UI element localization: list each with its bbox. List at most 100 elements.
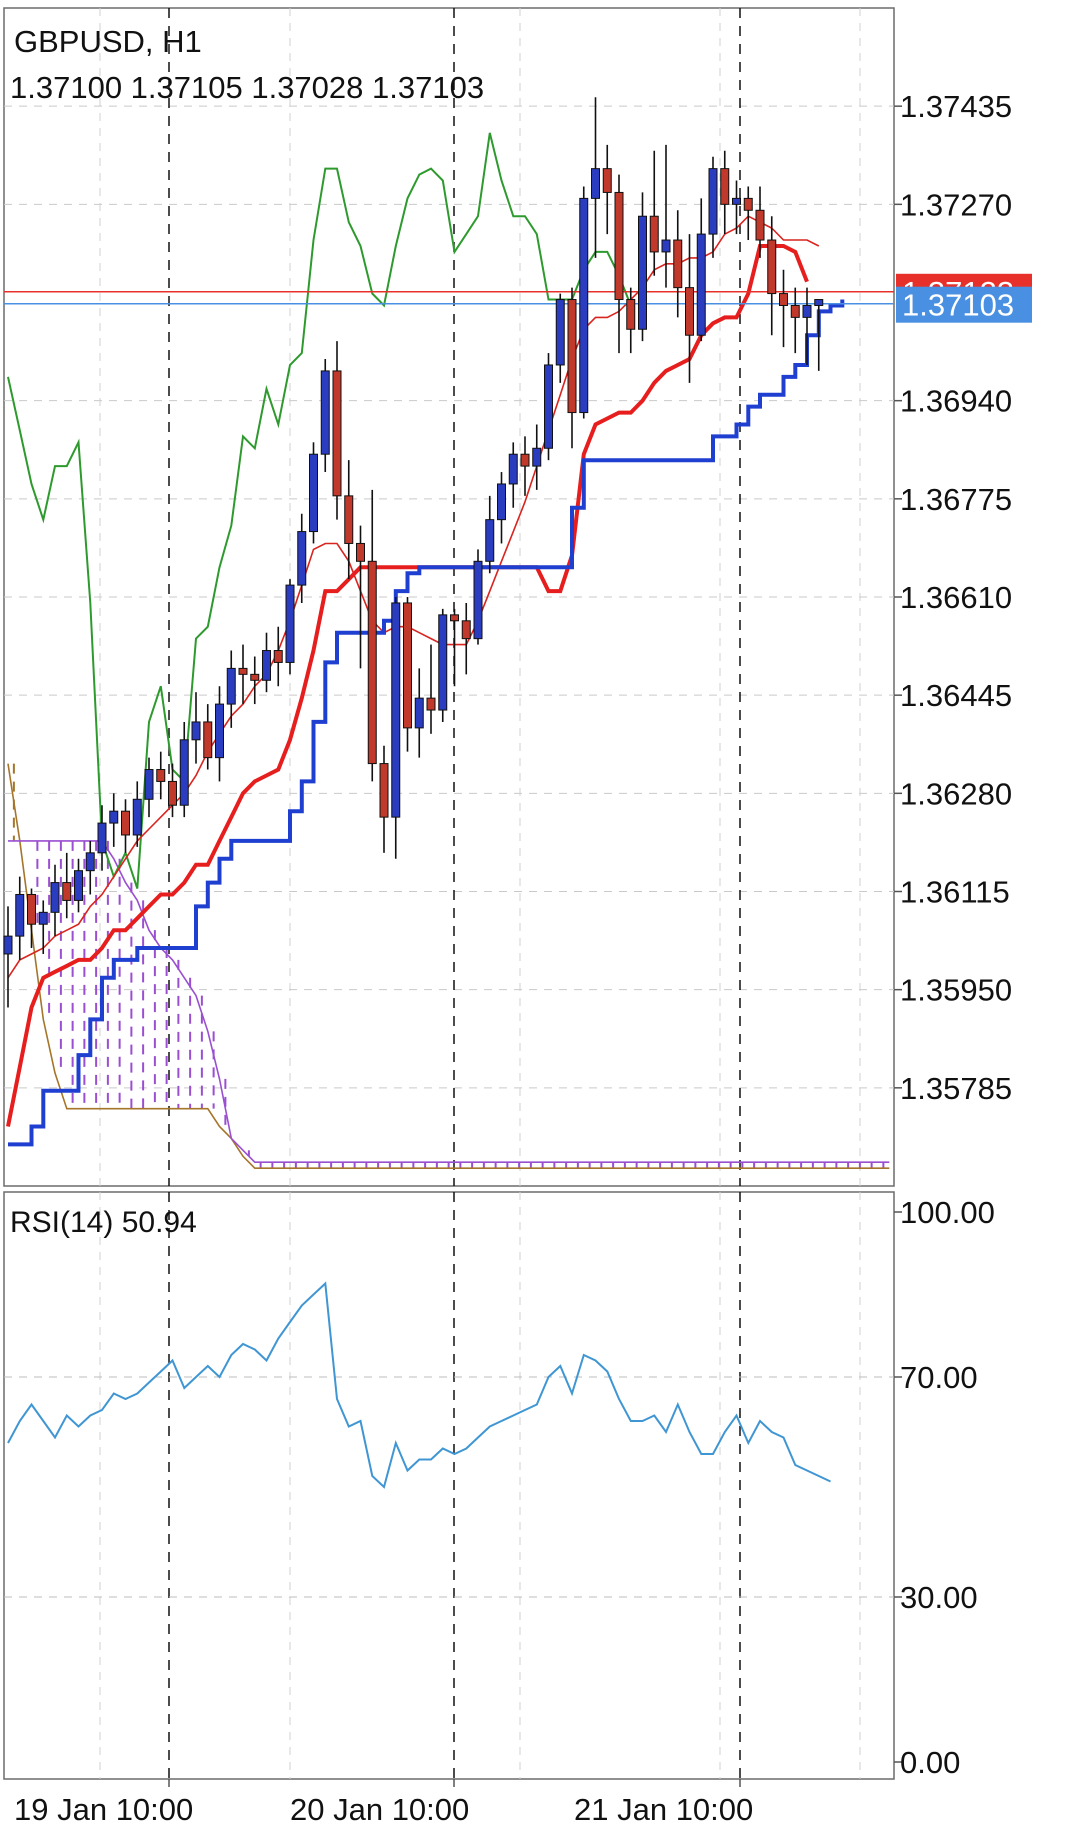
candle-body — [438, 614, 448, 711]
candle[interactable] — [356, 525, 365, 669]
candle[interactable] — [74, 858, 83, 913]
candle[interactable] — [579, 186, 589, 419]
candle[interactable] — [414, 668, 424, 758]
candle[interactable] — [191, 692, 201, 764]
candle[interactable] — [367, 489, 377, 782]
candle-body — [732, 197, 741, 205]
candle-body — [309, 453, 318, 533]
candle[interactable] — [121, 799, 130, 853]
candle[interactable] — [790, 287, 800, 354]
candle[interactable] — [555, 293, 565, 383]
candle[interactable] — [544, 353, 553, 461]
candle[interactable] — [215, 686, 224, 782]
candle[interactable] — [438, 608, 448, 722]
candle[interactable] — [309, 442, 318, 544]
candle[interactable] — [226, 650, 236, 728]
candle[interactable] — [344, 460, 354, 580]
candle[interactable] — [132, 781, 142, 847]
candle[interactable] — [638, 192, 647, 342]
candle[interactable] — [602, 144, 612, 235]
candle-body — [367, 560, 377, 765]
candle[interactable] — [285, 579, 295, 675]
price-tick-label: 1.37270 — [900, 187, 1012, 222]
candle[interactable] — [626, 287, 636, 354]
candle[interactable] — [15, 876, 25, 960]
kijun-sen-line — [8, 299, 845, 1147]
candle[interactable] — [85, 840, 95, 895]
candle-body — [685, 287, 694, 336]
last-price-label-box — [896, 286, 1032, 323]
candle[interactable] — [50, 864, 60, 937]
candle[interactable] — [461, 602, 471, 675]
candle[interactable] — [391, 597, 401, 859]
candle-body — [191, 721, 201, 741]
candle-body — [461, 620, 471, 640]
candle-body — [508, 453, 518, 485]
candle[interactable] — [426, 644, 436, 734]
candle[interactable] — [27, 888, 36, 949]
candle[interactable] — [403, 597, 412, 752]
candle[interactable] — [614, 174, 624, 354]
rsi-title: RSI(14) 50.94 — [10, 1206, 197, 1239]
candle[interactable] — [38, 900, 48, 954]
candle-body — [497, 483, 506, 521]
candle[interactable] — [591, 97, 600, 258]
candle[interactable] — [450, 608, 459, 687]
candle-body — [168, 780, 177, 806]
candle[interactable] — [567, 287, 577, 449]
rsi-tick-label: 30.00 — [900, 1580, 978, 1615]
candle[interactable] — [379, 745, 389, 853]
candle[interactable] — [262, 632, 271, 693]
candle[interactable] — [203, 704, 213, 770]
candle[interactable] — [473, 549, 483, 645]
candle[interactable] — [485, 495, 495, 574]
candle[interactable] — [3, 906, 13, 1008]
grid — [4, 8, 894, 1779]
candle[interactable] — [696, 198, 706, 342]
candle-body — [3, 935, 13, 955]
candle[interactable] — [97, 805, 107, 871]
candle[interactable] — [532, 424, 542, 490]
senkou-span-a-line — [7, 763, 890, 1169]
candle[interactable] — [144, 757, 154, 818]
candle[interactable] — [508, 442, 518, 508]
candle[interactable] — [720, 150, 730, 235]
rsi-tick-label: 0.00 — [900, 1745, 960, 1780]
candle[interactable] — [661, 144, 671, 288]
candle[interactable] — [755, 186, 765, 258]
candle[interactable] — [179, 721, 189, 818]
candle[interactable] — [250, 656, 260, 705]
candle[interactable] — [156, 751, 166, 800]
candle[interactable] — [649, 150, 659, 276]
candle[interactable] — [238, 644, 248, 705]
candle[interactable] — [273, 626, 283, 687]
candle-body — [97, 822, 107, 854]
candle[interactable] — [802, 287, 812, 365]
candle[interactable] — [779, 269, 788, 348]
candle[interactable] — [109, 793, 119, 847]
candle[interactable] — [168, 763, 177, 818]
ichimoku-cloud — [7, 763, 890, 1169]
candle[interactable] — [497, 472, 506, 544]
candle-body — [579, 197, 589, 414]
candle[interactable] — [332, 341, 342, 520]
candle[interactable] — [732, 180, 741, 235]
candle-body — [15, 893, 25, 937]
candle[interactable] — [520, 436, 530, 496]
candle[interactable] — [62, 852, 72, 919]
candle[interactable] — [320, 359, 330, 473]
candle[interactable] — [297, 513, 307, 603]
candle[interactable] — [767, 216, 777, 336]
candle[interactable] — [673, 210, 683, 318]
candle[interactable] — [743, 186, 753, 241]
candlesticks[interactable] — [3, 97, 824, 1008]
candle[interactable] — [814, 299, 824, 371]
candle[interactable] — [685, 234, 694, 383]
candle-body — [74, 870, 83, 901]
candle[interactable] — [708, 156, 718, 258]
candle-body — [238, 667, 248, 675]
time-axis-label: 20 Jan 10:00 — [290, 1792, 469, 1827]
price-tick-label: 1.37435 — [900, 89, 1012, 124]
candle-body — [696, 233, 706, 336]
